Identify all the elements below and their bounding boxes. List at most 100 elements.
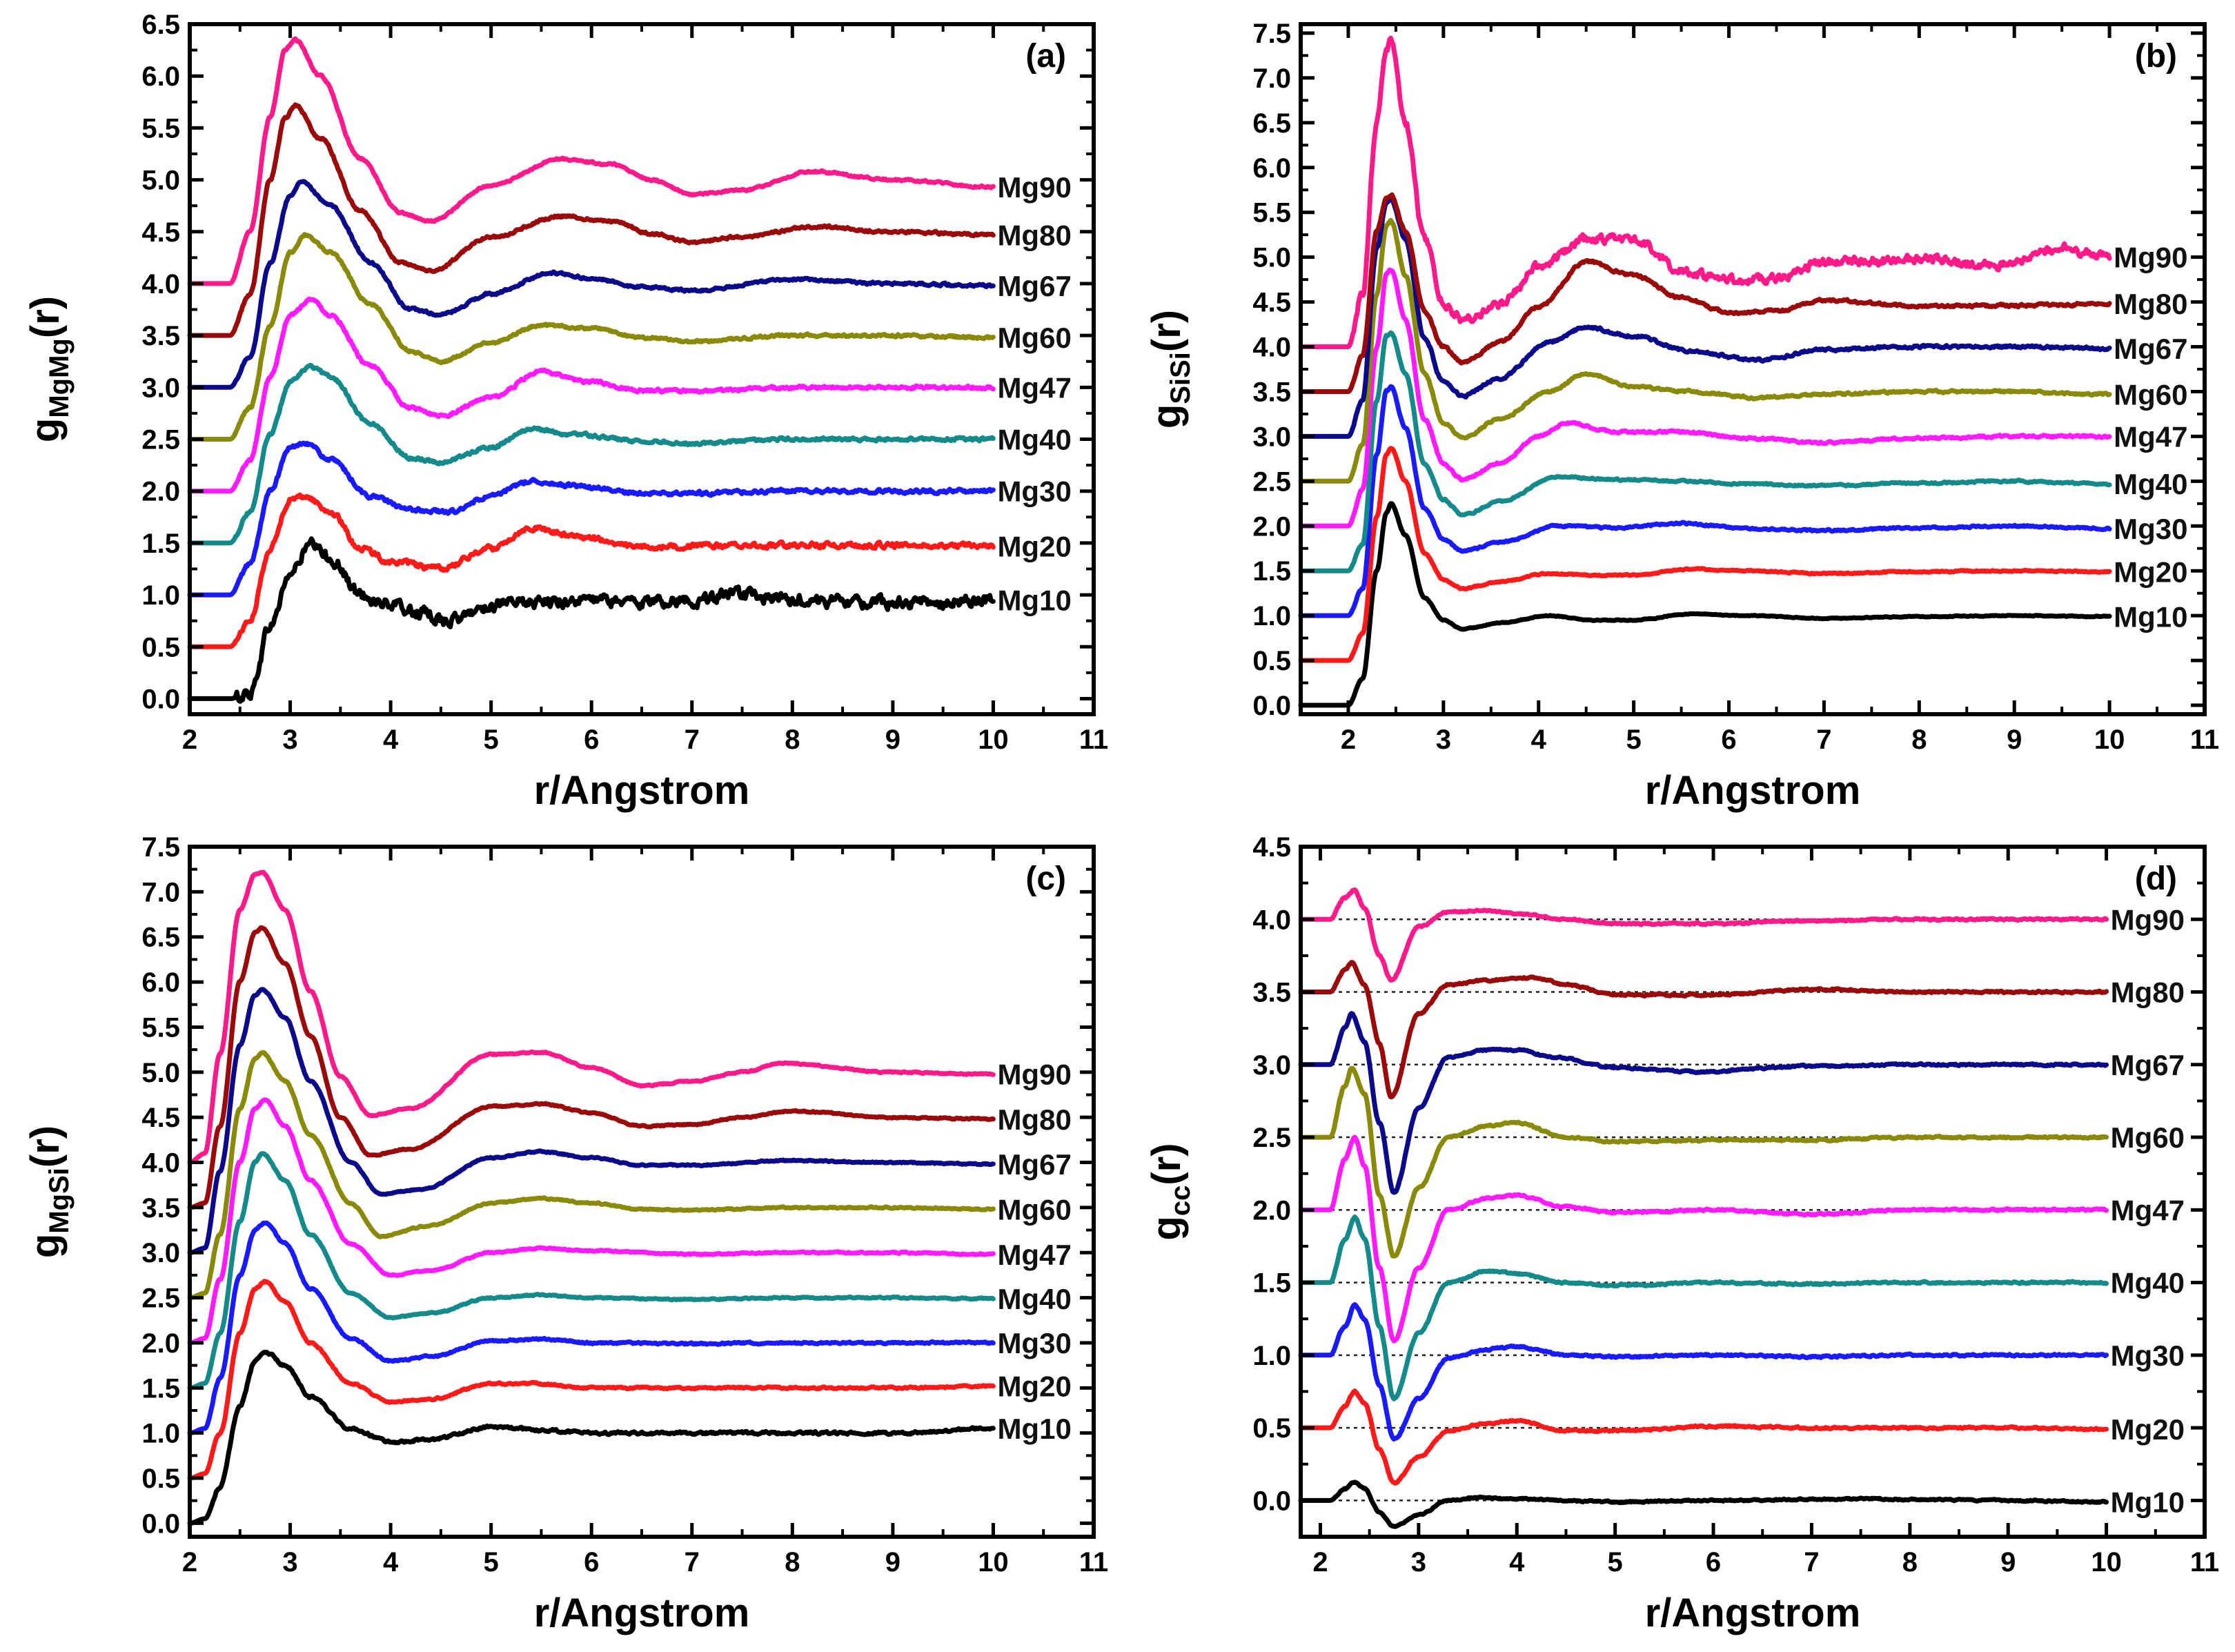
y-tick-label: 4.5 [1252, 288, 1291, 318]
y-tick-label: 1.5 [1252, 1268, 1291, 1299]
y-tick-label: 2.5 [1252, 466, 1291, 497]
x-tick-label: 5 [1626, 725, 1642, 755]
series-label-mg80: Mg80 [2111, 976, 2185, 1009]
x-axis-title: r/Angstrom [534, 1591, 750, 1635]
y-tick-label: 6.0 [1252, 153, 1291, 184]
series-line-mg60 [187, 232, 996, 442]
series-label-mg90: Mg90 [997, 171, 1071, 204]
y-tick-label: 2.5 [1252, 1123, 1291, 1153]
x-tick-label: 4 [1531, 725, 1547, 755]
y-tick-label: 6.5 [141, 923, 180, 953]
series-line-mg90 [1298, 887, 2109, 983]
y-tick-label: 4.0 [1252, 905, 1291, 935]
series-label-mg80: Mg80 [997, 219, 1071, 251]
plot-frame [188, 22, 1096, 716]
x-tick-label: 5 [484, 725, 499, 755]
series-line-mg47 [187, 296, 996, 494]
x-tick-label: 7 [1816, 725, 1831, 755]
y-axis-title-suffix: (r) [1144, 310, 1189, 352]
y-axis-title: gcc(r) [1144, 1143, 1196, 1240]
series-line-mg90 [187, 36, 996, 286]
x-axis-title: r/Angstrom [1645, 768, 1861, 813]
x-tick-label: 4 [383, 1547, 399, 1577]
y-tick-label: 1.0 [141, 1419, 180, 1449]
y-tick-label: 2.0 [1252, 511, 1291, 542]
x-axis-title: r/Angstrom [534, 768, 750, 813]
y-tick-label: 6.0 [141, 967, 180, 998]
x-tick-label: 10 [978, 725, 1009, 755]
series-line-mg10 [1298, 501, 2112, 708]
x-tick-label: 7 [685, 1547, 700, 1577]
panel-label: (b) [2135, 38, 2177, 75]
series-label-mg47: Mg47 [2111, 1194, 2185, 1226]
x-tick-label: 11 [1079, 1547, 1108, 1577]
y-tick-label: 4.5 [141, 1103, 180, 1133]
series-label-mg10: Mg10 [997, 1413, 1071, 1445]
x-axis-title: r/Angstrom [1645, 1591, 1861, 1635]
y-axis-title: gSiSi(r) [1144, 310, 1196, 429]
y-tick-label: 3.0 [141, 1238, 180, 1268]
y-tick-label: 4.0 [141, 1148, 180, 1179]
x-tick-label: 7 [685, 725, 700, 755]
series-label-mg67: Mg67 [997, 270, 1071, 302]
series-line-mg40 [187, 1151, 996, 1390]
y-axis-title-sub: SiSi [1165, 352, 1196, 404]
y-tick-label: 6.5 [1252, 108, 1291, 139]
series-line-mg67 [1298, 197, 2112, 439]
series-line-mg10 [187, 1350, 996, 1526]
y-tick-label: 0.0 [141, 1508, 180, 1539]
series-label-mg40: Mg40 [2111, 1267, 2185, 1299]
y-tick-label: 1.0 [1252, 1341, 1291, 1371]
series-line-mg47 [1298, 1134, 2109, 1344]
y-tick-label: 6.5 [141, 10, 180, 40]
y-tick-label: 2.0 [1252, 1195, 1291, 1226]
series-label-mg10: Mg10 [2114, 600, 2187, 633]
y-tick-label: 6.0 [141, 61, 180, 92]
x-tick-label: 6 [1706, 1547, 1721, 1577]
x-tick-label: 3 [282, 1547, 297, 1577]
series-line-mg10 [1298, 1479, 2109, 1529]
y-axis-title-suffix: (r) [23, 296, 68, 338]
panel-d: Mg10 Mg20 Mg30 Mg40 Mg47 Mg60 Mg67 Mg80 Mg90 2 3 4 5… [1144, 832, 2219, 1635]
y-tick-label: 0.5 [141, 632, 180, 662]
series-line-mg80 [187, 102, 996, 338]
y-tick-label: 7.0 [1252, 63, 1291, 94]
y-tick-label: 3.0 [1252, 1050, 1291, 1081]
panel-b: Mg10 Mg20 Mg30 Mg40 Mg47 Mg60 Mg67 Mg80 Mg90 2 3 4 5… [1144, 19, 2219, 813]
series-line-mg60 [1298, 1065, 2109, 1259]
series-line-mg40 [1298, 330, 2112, 573]
x-tick-label: 2 [1312, 1547, 1328, 1577]
y-tick-label: 3.0 [1252, 422, 1291, 452]
y-tick-label: 5.5 [141, 1012, 180, 1043]
series-line-mg40 [1298, 1215, 2109, 1402]
y-axis-title-suffix: (r) [1144, 1143, 1189, 1185]
y-axis-title-sub: MgMg [44, 338, 75, 418]
x-tick-label: 8 [1902, 1547, 1918, 1577]
y-tick-label: 1.0 [1252, 601, 1291, 631]
series-label-mg60: Mg60 [2111, 1121, 2185, 1154]
y-tick-label: 5.0 [1252, 243, 1291, 273]
series-label-mg40: Mg40 [997, 1283, 1071, 1315]
series-label-mg80: Mg80 [997, 1103, 1071, 1136]
x-tick-label: 10 [2091, 1547, 2122, 1577]
x-tick-label: 2 [182, 725, 197, 755]
y-tick-label: 2.5 [141, 1284, 180, 1314]
x-tick-label: 10 [978, 1547, 1009, 1577]
x-tick-label: 3 [282, 725, 297, 755]
x-tick-label: 8 [785, 725, 800, 755]
x-tick-label: 6 [584, 725, 599, 755]
y-tick-label: 2.5 [141, 425, 180, 455]
y-tick-label: 7.5 [141, 832, 180, 863]
x-tick-label: 8 [785, 1547, 800, 1577]
series-line-mg47 [1298, 267, 2112, 529]
y-tick-label: 0.0 [141, 684, 180, 714]
series-label-mg60: Mg60 [2114, 378, 2187, 411]
y-tick-label: 3.5 [141, 321, 180, 351]
series-line-mg20 [1298, 1388, 2109, 1486]
y-axis-title-suffix: (r) [23, 1125, 68, 1168]
series-line-mg80 [1298, 960, 2109, 1099]
y-axis-title-sub: cc [1165, 1186, 1196, 1217]
series-label-mg47: Mg47 [997, 371, 1071, 404]
x-tick-label: 3 [1411, 1547, 1426, 1577]
